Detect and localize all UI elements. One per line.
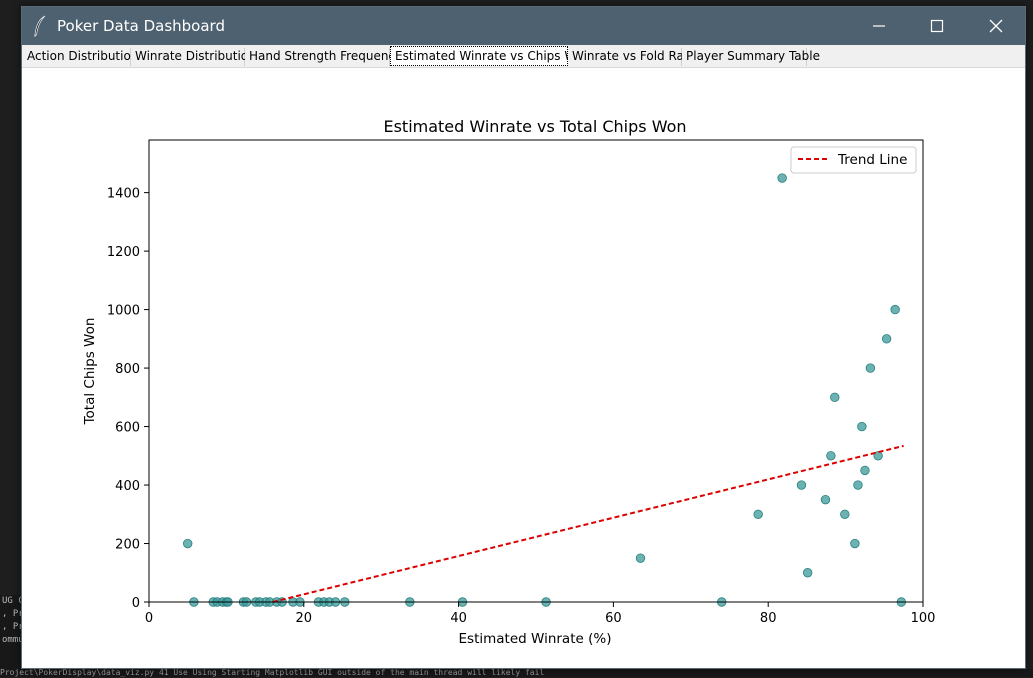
x-tick-label: 40 (450, 611, 467, 626)
tab-winrate-distribution[interactable]: Winrate Distribution (131, 48, 256, 66)
tab-winrate-vs-fold-rate[interactable]: Winrate vs Fold Rate (568, 48, 696, 66)
tab-content: Estimated Winrate vs Total Chips Won 0 20… (22, 68, 1025, 668)
terminal-line: , Pr (2, 622, 22, 632)
scatter-point (802, 568, 813, 578)
scatter-point (865, 363, 876, 373)
terminal-line: ommu (2, 635, 22, 645)
scatter-point (890, 304, 900, 315)
terminal-line: UG C (2, 596, 22, 606)
close-icon (989, 19, 1003, 33)
y-tick-label: 200 (115, 538, 140, 553)
scatter-point (182, 538, 193, 549)
tab-player-summary-table[interactable]: Player Summary Table (682, 48, 820, 66)
scatter-point (777, 173, 787, 183)
tab-hand-strength-frequency[interactable]: Hand Strength Frequency (245, 48, 402, 66)
scatter-point (830, 392, 840, 403)
tab-action-distribution[interactable]: Action Distribution (23, 48, 138, 66)
y-axis-label: Total Chips Won (82, 318, 98, 426)
scatter-point (857, 421, 867, 432)
background-terminal: UG C , Pr , Pr ommu (0, 595, 22, 677)
scatter-point (820, 494, 831, 505)
scatter-point (873, 451, 883, 461)
y-tick-label: 0 (132, 596, 140, 611)
y-tick-label: 600 (115, 421, 140, 436)
legend-box (790, 146, 917, 174)
minimize-button[interactable] (850, 7, 908, 45)
y-tick-label: 1200 (107, 245, 140, 260)
x-tick-label: 20 (296, 611, 313, 626)
x-tick-label: 0 (145, 611, 153, 626)
y-tick-label: 400 (115, 479, 140, 494)
scatter-point (826, 451, 836, 461)
background-terminal-status: Project\PokerDisplay\data_viz.py 41 Use … (0, 669, 1033, 677)
terminal-line: , Pr (2, 609, 22, 619)
tab-estimated-winrate-vs-chips-won[interactable]: Estimated Winrate vs Chips Won (390, 46, 590, 66)
feather-icon (34, 15, 46, 37)
y-tick-label: 800 (115, 362, 140, 377)
x-tick-label: 100 (911, 611, 936, 626)
y-tick-label: 1000 (107, 304, 140, 319)
scatter-point (881, 334, 892, 344)
scatter-point (850, 538, 860, 549)
y-tick-label: 1400 (107, 187, 140, 202)
trend-line (272, 444, 904, 603)
scatter-point (840, 509, 850, 519)
title-bar[interactable]: Poker Data Dashboard (22, 7, 1025, 45)
scatter-point (796, 480, 807, 490)
tab-bar: Action Distribution Winrate Distribution… (22, 45, 1025, 68)
scatter-point (853, 480, 863, 490)
x-axis-label: Estimated Winrate (%) (459, 631, 612, 647)
close-button[interactable] (967, 7, 1025, 45)
app-window: Poker Data Dashboard Action Distribution… (21, 6, 1026, 669)
minimize-icon (873, 25, 885, 27)
scatter-point (753, 509, 763, 519)
scatter-point (860, 465, 870, 476)
scatter-point (635, 553, 646, 563)
legend-trend-label: Trend Line (837, 152, 907, 168)
plot-frame (148, 139, 924, 603)
maximize-button[interactable] (908, 7, 966, 45)
x-tick-label: 60 (605, 611, 622, 626)
legend: Trend Line (790, 146, 917, 174)
chart-title: Estimated Winrate vs Total Chips Won (383, 117, 686, 136)
window-title: Poker Data Dashboard (57, 17, 225, 35)
x-tick-label: 80 (760, 611, 777, 626)
maximize-icon (930, 19, 944, 33)
